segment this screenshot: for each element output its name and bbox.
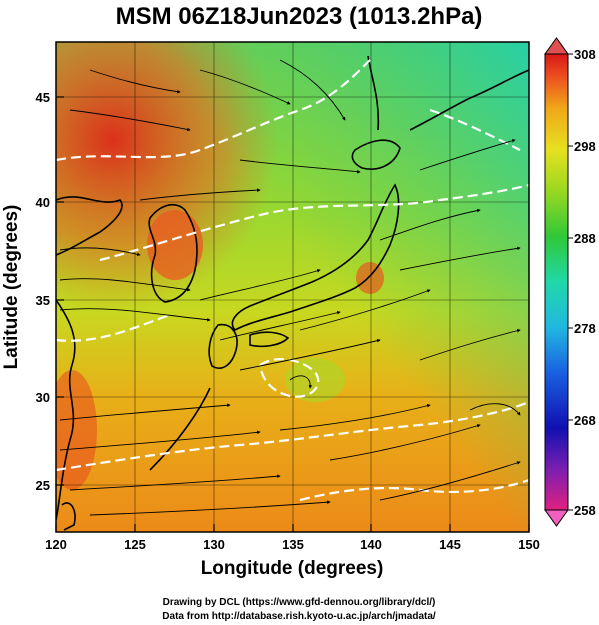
x-tick-label: 120	[45, 537, 67, 552]
x-axis	[55, 524, 530, 532]
x-tick-label: 125	[124, 537, 146, 552]
x-tick-label: 145	[439, 537, 461, 552]
x-tick-labels: 120 125 130 135 140 145 150	[45, 537, 540, 552]
colorbar-scale	[544, 53, 569, 511]
y-tick-label: 35	[36, 293, 50, 308]
colorbar-top-arrow	[544, 37, 569, 55]
colorbar-bottom-arrow	[544, 509, 569, 527]
cool-region-northeast	[56, 42, 529, 532]
coast-kuril	[409, 69, 529, 131]
coast-taiwan	[61, 502, 76, 531]
wind-streamlines	[59, 59, 521, 516]
x-tick-label: 140	[360, 537, 382, 552]
y-tick-label: 45	[36, 90, 50, 105]
credit-data-source: Data from http://database.rish.kyoto-u.a…	[162, 611, 436, 622]
coastlines	[56, 55, 529, 531]
plot-area	[56, 42, 529, 532]
figure-title: MSM 06Z18Jun2023 (1013.2hPa)	[116, 3, 483, 30]
y-tick-labels: 45 40 35 30 25	[36, 90, 50, 493]
coast-honshu	[231, 183, 400, 332]
y-axis-title: Latitude (degrees)	[1, 205, 22, 370]
coast-kyushu	[208, 323, 238, 369]
cool-patch-eddy	[285, 358, 345, 402]
x-tick-label: 135	[282, 537, 304, 552]
coast-hokkaido	[351, 139, 401, 170]
y-axis	[56, 96, 64, 486]
warm-patch-kanto	[356, 262, 384, 294]
y-tick-label: 40	[36, 195, 50, 210]
x-axis-title: Longitude (degrees)	[201, 558, 384, 579]
coast-sakhalin	[367, 55, 380, 131]
colorbar-label: 258	[574, 503, 596, 518]
coast-shikoku	[249, 331, 290, 348]
y-tick-label: 30	[36, 390, 50, 405]
isotherm-contours	[56, 59, 529, 502]
colorbar-label: 298	[574, 139, 596, 154]
colorbar: 308 298 288 278 268 258	[544, 37, 596, 527]
coast-korea	[148, 203, 198, 303]
colorbar-label: 278	[574, 321, 596, 336]
colorbar-label: 288	[574, 231, 596, 246]
credit-drawing: Drawing by DCL (https://www.gfd-dennou.o…	[163, 597, 436, 608]
coast-china-bohai	[56, 196, 123, 256]
x-tick-label: 130	[203, 537, 225, 552]
y-tick-label: 25	[36, 478, 50, 493]
colorbar-label: 308	[574, 47, 596, 62]
coast-ryukyu	[149, 387, 211, 471]
colorbar-label: 268	[574, 413, 596, 428]
warm-patch-korea	[147, 210, 203, 280]
lat-lon-grid	[56, 42, 529, 532]
x-tick-label: 150	[518, 537, 540, 552]
